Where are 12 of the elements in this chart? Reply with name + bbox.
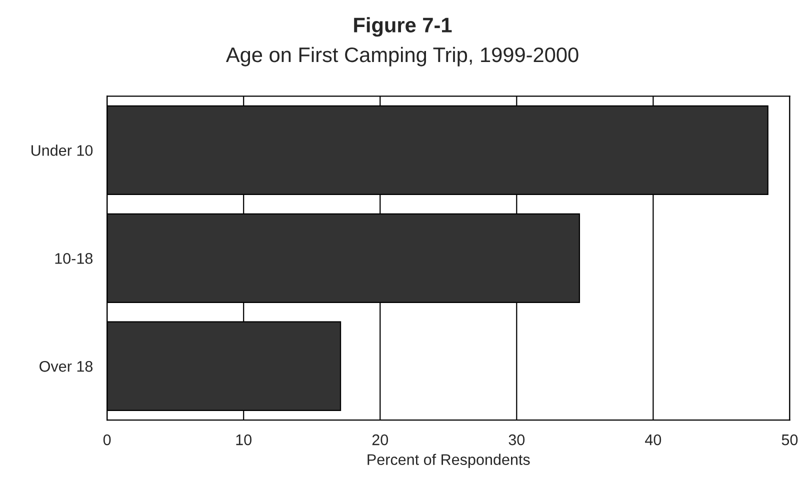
y-tick-label: Over 18 <box>40 361 93 372</box>
x-tick-label: 20 <box>372 434 388 446</box>
x-tick-label: 40 <box>645 434 662 446</box>
x-tick-label: 0 <box>103 434 111 446</box>
x-axis-title: Percent of Respondents <box>368 454 530 468</box>
x-tick-label: 10 <box>236 434 252 446</box>
y-tick-label: 10-18 <box>55 253 93 264</box>
x-tick-label: 50 <box>782 434 798 446</box>
chart-title: Figure 7-1 <box>354 17 452 37</box>
x-tick-label: 30 <box>508 434 525 446</box>
y-tick-label: Under 10 <box>32 144 93 156</box>
chart-subtitle: Age on First Camping Trip, 1999-2000 <box>226 46 578 66</box>
